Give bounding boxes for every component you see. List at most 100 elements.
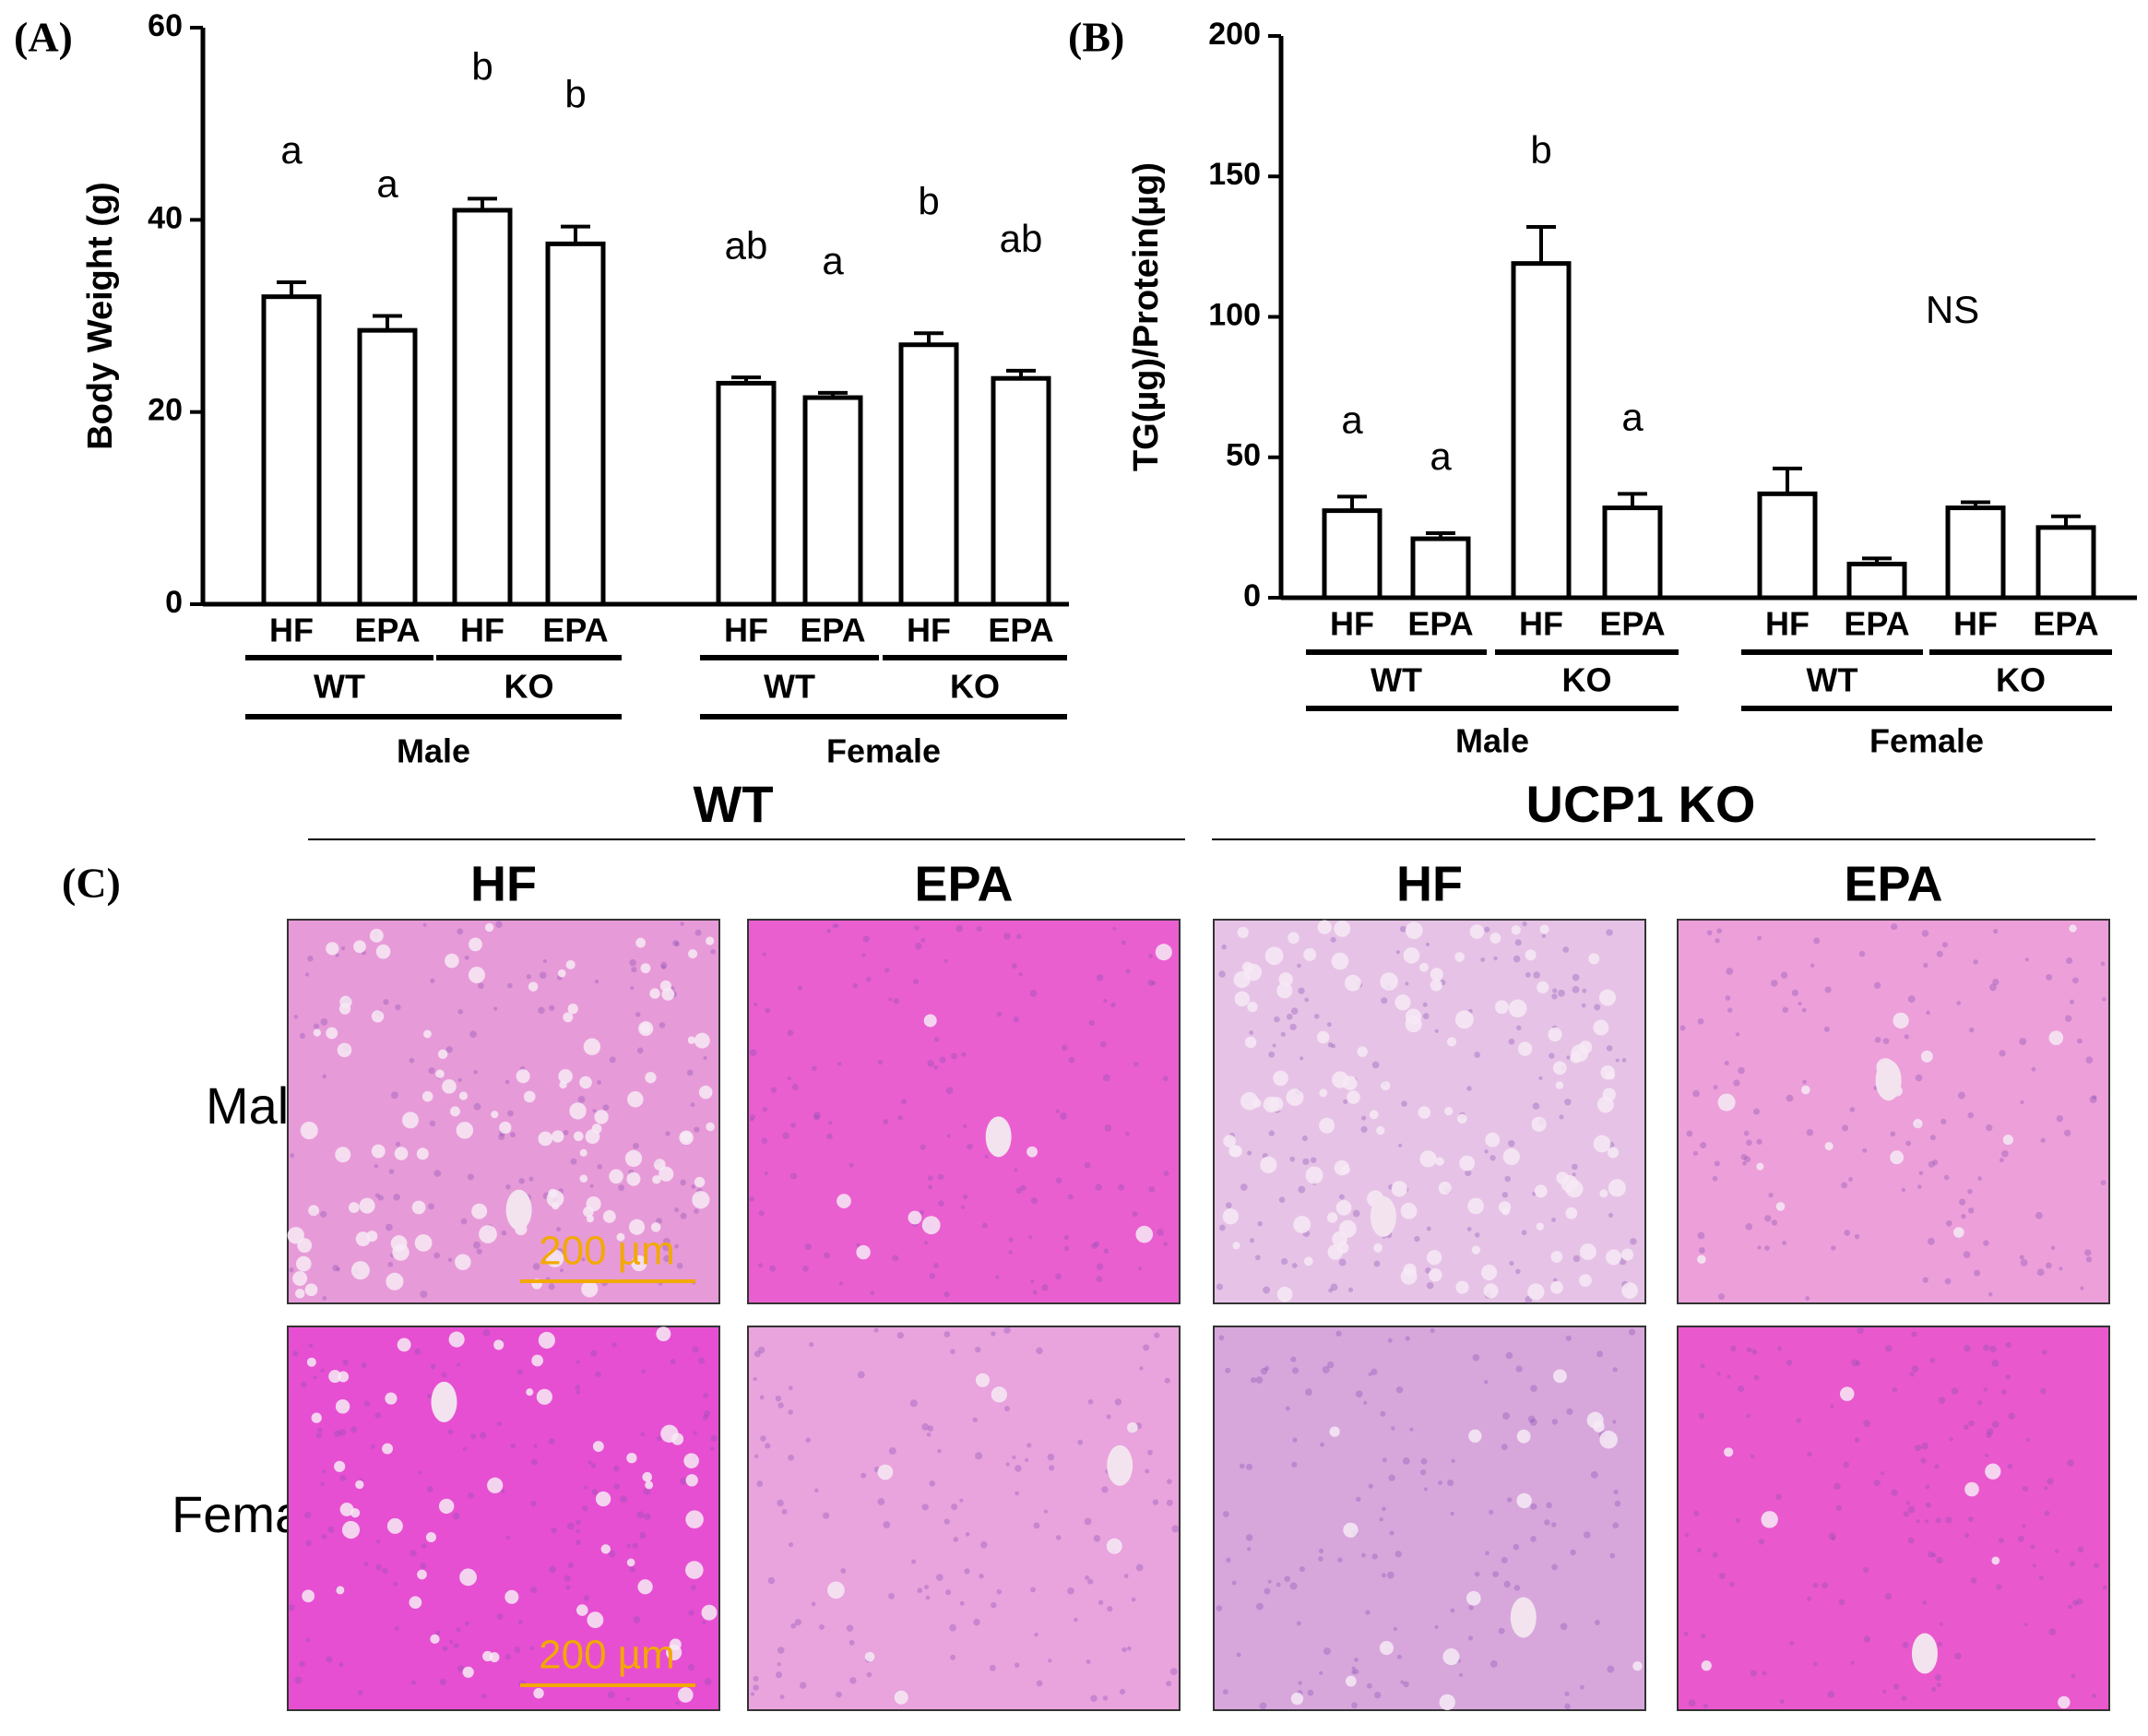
nucleus: [1405, 1336, 1410, 1341]
y-axis-label: TG(µg)/Protein(µg): [1127, 162, 1166, 471]
nucleus: [1607, 1665, 1615, 1673]
lipid-droplet: [1471, 1245, 1481, 1254]
nucleus: [608, 1550, 616, 1558]
nucleus: [1951, 1387, 1959, 1395]
nucleus: [322, 1469, 326, 1474]
nucleus: [602, 1104, 610, 1112]
nucleus: [963, 1194, 968, 1200]
lipid-droplet: [1405, 922, 1423, 940]
nucleus: [1166, 1479, 1172, 1485]
lipid-droplet: [471, 1203, 488, 1219]
nucleus: [597, 1080, 601, 1085]
lipid-droplet: [558, 1069, 573, 1084]
lipid-droplet: [1593, 1135, 1611, 1153]
nucleus: [1884, 1592, 1893, 1600]
lipid-droplet: [469, 937, 482, 952]
nucleus: [1338, 1194, 1345, 1200]
nucleus: [1987, 1428, 1994, 1435]
lipid-droplet: [579, 1174, 588, 1183]
lipid-droplet: [1586, 1411, 1604, 1429]
x-tick-label: HF: [724, 612, 768, 649]
nucleus: [2064, 1129, 2071, 1136]
nucleus: [788, 1409, 793, 1415]
nucleus: [498, 1134, 505, 1140]
lipid-droplet: [1561, 1175, 1578, 1193]
nucleus: [1225, 1367, 1231, 1373]
nucleus: [1318, 1548, 1324, 1553]
nucleus: [528, 1176, 534, 1182]
nucleus: [1381, 997, 1388, 1005]
nucleus: [582, 1505, 588, 1512]
nucleus: [788, 1541, 794, 1548]
nucleus: [662, 1243, 671, 1252]
nucleus: [1566, 1408, 1573, 1415]
nucleus: [1301, 1135, 1308, 1142]
nucleus: [464, 955, 469, 960]
nucleus: [1551, 1419, 1559, 1425]
nucleus: [1298, 1681, 1302, 1685]
nucleus: [1706, 930, 1713, 936]
nucleus: [410, 1680, 417, 1685]
lipid-droplet: [706, 936, 715, 945]
nucleus: [1501, 1411, 1510, 1420]
nucleus: [1322, 1365, 1330, 1373]
nucleus: [376, 1540, 381, 1544]
bar: [1511, 261, 1572, 600]
nucleus: [433, 1252, 441, 1259]
nucleus: [1566, 1055, 1571, 1060]
lipid-droplet: [877, 1464, 894, 1480]
nucleus: [710, 1434, 718, 1442]
nucleus: [1106, 1414, 1111, 1420]
nucleus: [1015, 1491, 1019, 1496]
nucleus: [1374, 1691, 1382, 1699]
nucleus: [1857, 1326, 1864, 1334]
nucleus: [1438, 1480, 1443, 1486]
lipid-droplet: [423, 1029, 432, 1039]
nucleus: [960, 1205, 966, 1209]
nucleus: [923, 1585, 930, 1590]
lipid-droplet: [1276, 982, 1293, 999]
nucleus: [2047, 1478, 2054, 1485]
lipid-droplet: [1606, 1249, 1621, 1266]
nucleus: [1018, 972, 1024, 977]
nucleus: [1434, 1624, 1439, 1630]
nucleus: [625, 1696, 631, 1702]
nucleus: [1581, 1003, 1586, 1008]
lipid-droplet: [1278, 972, 1293, 987]
nucleus: [1291, 1263, 1298, 1268]
lipid-droplet: [659, 1166, 674, 1182]
y-tick-label: 60: [148, 8, 183, 43]
lipid-droplet: [421, 1090, 433, 1102]
nucleus: [1945, 1516, 1952, 1524]
nucleus: [549, 1565, 557, 1574]
nucleus: [305, 1540, 312, 1547]
nucleus: [514, 1647, 521, 1654]
nucleus: [1562, 946, 1570, 953]
nucleus: [1544, 1519, 1550, 1526]
nucleus: [1740, 1153, 1748, 1160]
nucleus: [1036, 1347, 1043, 1355]
nucleus: [2035, 1211, 2043, 1219]
y-tick-label: 0: [165, 585, 183, 620]
nucleus: [1963, 1251, 1971, 1258]
lipid-droplet: [583, 1038, 601, 1055]
nucleus: [1838, 1599, 1845, 1606]
lipid-droplet: [1334, 920, 1351, 937]
nucleus: [674, 941, 680, 947]
nucleus: [710, 948, 716, 955]
nucleus: [921, 1423, 930, 1431]
nucleus: [1916, 1518, 1920, 1523]
nucleus: [1703, 1703, 1708, 1709]
nucleus: [1101, 1486, 1109, 1493]
nucleus: [1989, 1345, 1997, 1353]
nucleus: [1991, 1421, 2000, 1429]
nucleus: [1096, 1276, 1103, 1283]
lipid-droplet: [1288, 932, 1299, 945]
lipid-droplet: [669, 1638, 682, 1651]
nucleus: [688, 1610, 695, 1616]
nucleus: [1716, 1372, 1721, 1376]
nucleus: [357, 1690, 363, 1696]
nucleus: [1450, 1608, 1455, 1613]
nucleus: [1011, 963, 1017, 969]
nucleus: [1222, 1511, 1229, 1517]
